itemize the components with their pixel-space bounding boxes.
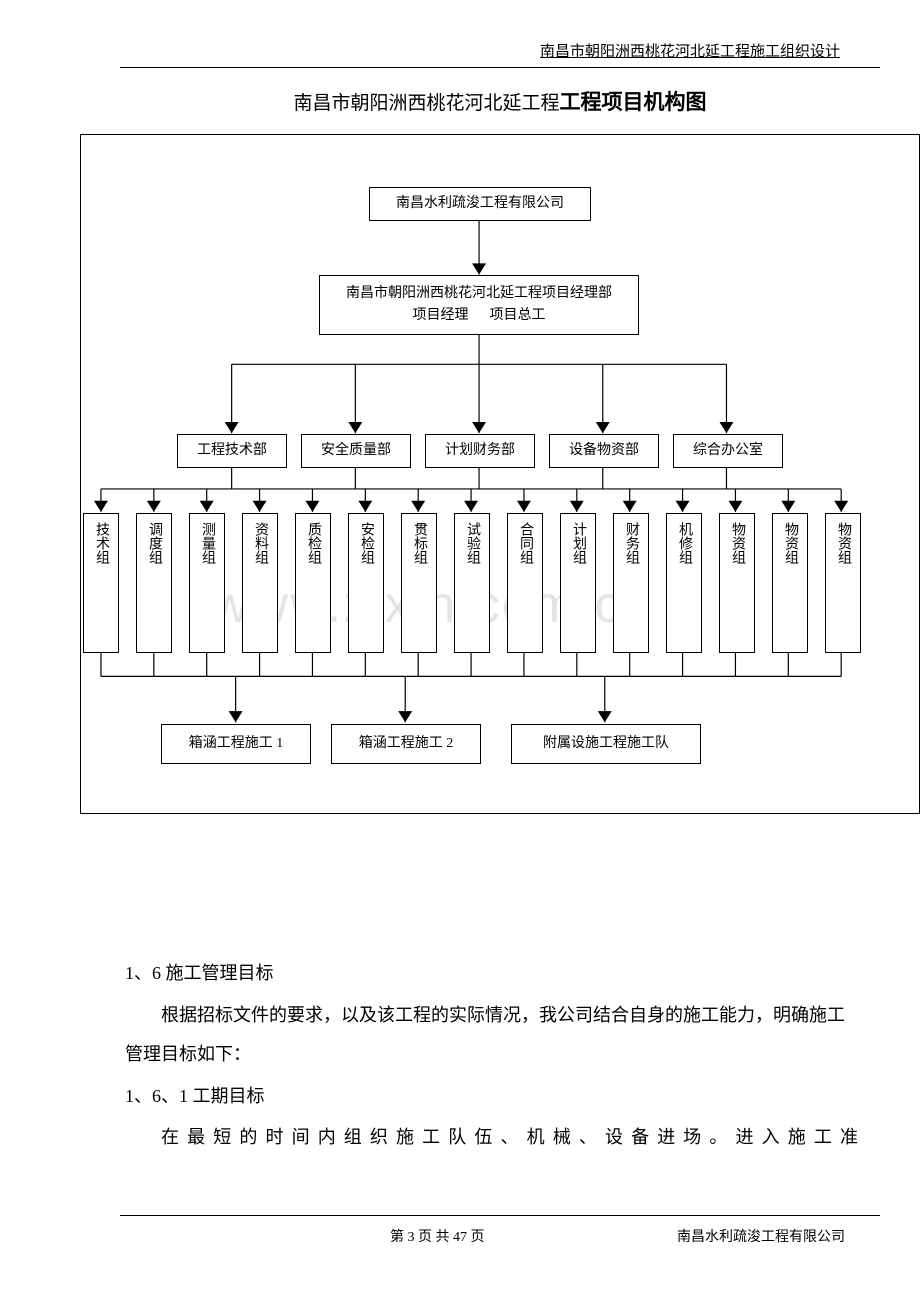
node-team: 计划组 bbox=[560, 513, 596, 653]
node-team: 合同组 bbox=[507, 513, 543, 653]
node-dept: 工程技术部 bbox=[177, 434, 287, 468]
page-header: 南昌市朝阳洲西桃花河北延工程施工组织设计 bbox=[120, 40, 880, 68]
section-heading: 1、6、1 工期目标 bbox=[125, 1077, 860, 1117]
node-team: 技术组 bbox=[83, 513, 119, 653]
chart-title: 南昌市朝阳洲西桃花河北延工程工程项目机构图 bbox=[120, 86, 880, 116]
section-heading: 1、6 施工管理目标 bbox=[125, 954, 860, 994]
node-team: 试验组 bbox=[454, 513, 490, 653]
node-bottom: 附属设施工程施工队 bbox=[511, 724, 701, 764]
mgr-role-a: 项目经理 bbox=[413, 308, 469, 323]
node-team: 财务组 bbox=[613, 513, 649, 653]
mgr-role-b: 项目总工 bbox=[490, 308, 546, 323]
paragraph: 根据招标文件的要求，以及该工程的实际情况，我公司结合自身的施工能力，明确施工管理… bbox=[125, 996, 860, 1075]
node-team: 物资组 bbox=[825, 513, 861, 653]
body-text: 1、6 施工管理目标 根据招标文件的要求，以及该工程的实际情况，我公司结合自身的… bbox=[120, 954, 880, 1158]
chart-title-prefix: 南昌市朝阳洲西桃花河北延工程 bbox=[293, 93, 559, 114]
org-chart: www.zixin.com.cn 南昌水利疏浚工程有限公司 南昌市朝阳洲西桃花河… bbox=[80, 134, 920, 814]
node-dept: 设备物资部 bbox=[549, 434, 659, 468]
node-dept: 计划财务部 bbox=[425, 434, 535, 468]
node-bottom: 箱涵工程施工 1 bbox=[161, 724, 311, 764]
node-manager: 南昌市朝阳洲西桃花河北延工程项目经理部 项目经理 项目总工 bbox=[319, 275, 639, 335]
chart-title-bold: 工程项目机构图 bbox=[560, 90, 707, 114]
node-dept: 安全质量部 bbox=[301, 434, 411, 468]
node-team: 测量组 bbox=[189, 513, 225, 653]
node-dept: 综合办公室 bbox=[673, 434, 783, 468]
node-team: 贯标组 bbox=[401, 513, 437, 653]
node-team: 机修组 bbox=[666, 513, 702, 653]
node-team: 调度组 bbox=[136, 513, 172, 653]
node-team: 物资组 bbox=[719, 513, 755, 653]
footer-company: 南昌水利疏浚工程有限公司 bbox=[677, 1226, 845, 1246]
node-team: 质检组 bbox=[295, 513, 331, 653]
node-team: 物资组 bbox=[772, 513, 808, 653]
node-company: 南昌水利疏浚工程有限公司 bbox=[369, 187, 591, 221]
page-number: 第 3 页 共 47 页 bbox=[390, 1226, 485, 1246]
page-footer: 第 3 页 共 47 页 南昌水利疏浚工程有限公司 bbox=[120, 1215, 880, 1246]
paragraph: 在最短的时间内组织施工队伍、机械、设备进场。进入施工准 bbox=[125, 1118, 860, 1158]
node-team: 安检组 bbox=[348, 513, 384, 653]
node-team: 资料组 bbox=[242, 513, 278, 653]
node-bottom: 箱涵工程施工 2 bbox=[331, 724, 481, 764]
mgr-line1: 南昌市朝阳洲西桃花河北延工程项目经理部 bbox=[346, 283, 612, 305]
